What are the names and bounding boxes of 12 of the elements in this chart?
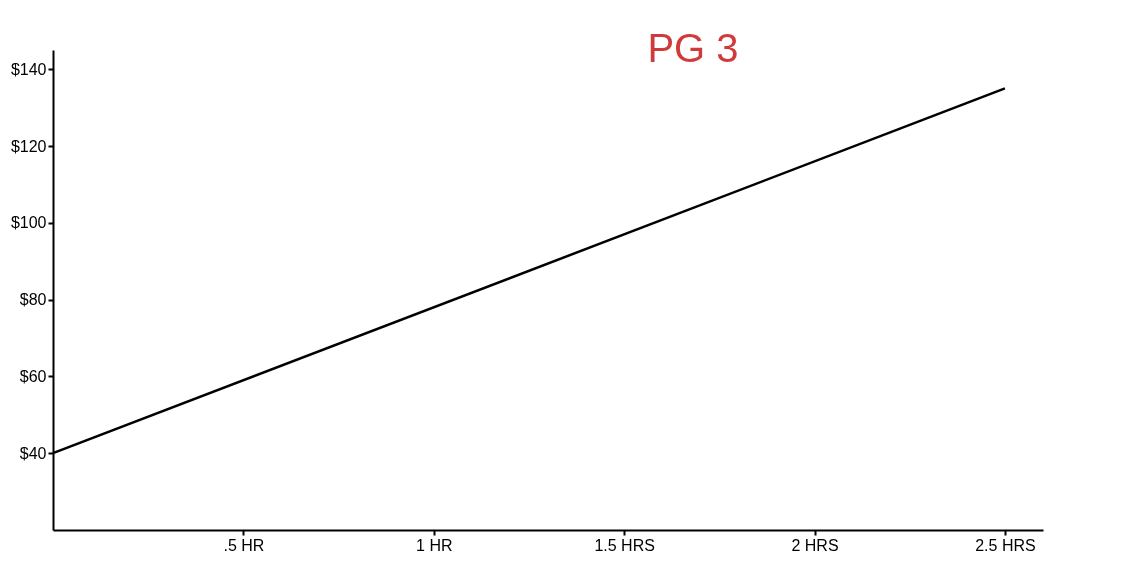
y-tick-label: $60 <box>19 367 47 385</box>
y-tick-label: $120 <box>10 137 47 155</box>
x-tick-label: .5 HR <box>223 536 265 554</box>
x-tick-label: 2.5 HRS <box>975 536 1036 554</box>
y-tick-label: $140 <box>10 60 47 78</box>
x-tick-label: 1.5 HRS <box>594 536 655 554</box>
x-tick-label: 1 HR <box>416 536 453 554</box>
y-tick-label: $40 <box>19 444 47 462</box>
annotation: PG 3 <box>647 26 739 70</box>
y-tick-label: $100 <box>10 214 47 232</box>
y-tick-label: $80 <box>19 291 47 309</box>
x-tick-label: 2 HRS <box>791 536 839 554</box>
